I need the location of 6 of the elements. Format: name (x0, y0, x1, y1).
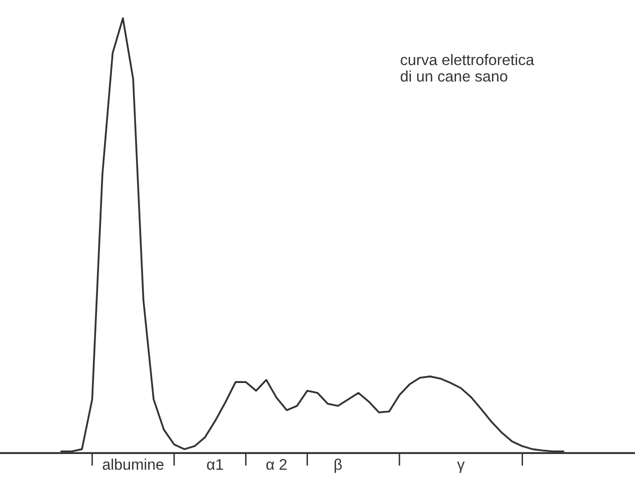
x-tick-label: γ (457, 462, 465, 473)
x-tick-label: albumine (102, 458, 164, 470)
x-tick-label: α1 (207, 459, 223, 470)
annotation: curva elettroforetica di un cane sano (400, 54, 534, 82)
x-tick-label: α 2 (266, 459, 287, 470)
x-tick-label: β (334, 458, 342, 473)
